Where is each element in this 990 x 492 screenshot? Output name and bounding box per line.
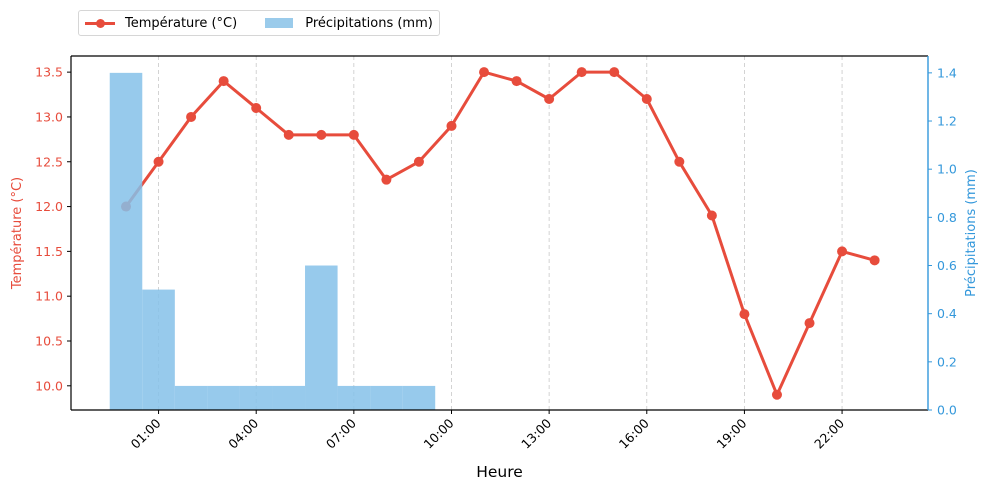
x-tick-label: 19:00 bbox=[713, 415, 749, 451]
temperature-point bbox=[218, 76, 229, 87]
x-tick-label: 04:00 bbox=[225, 415, 261, 451]
x-tick-label: 01:00 bbox=[128, 415, 164, 451]
temperature-point bbox=[316, 129, 327, 140]
line-marker-icon bbox=[85, 17, 115, 29]
legend-label-precipitation: Précipitations (mm) bbox=[305, 15, 433, 31]
y-left-tick-label: 11.0 bbox=[35, 289, 63, 304]
y-right-tick-label: 1.2 bbox=[937, 114, 957, 129]
temperature-point bbox=[413, 156, 424, 167]
y-left-tick-label: 11.5 bbox=[35, 244, 63, 259]
y-right-tick-label: 0.6 bbox=[937, 258, 957, 273]
temperature-point bbox=[706, 210, 717, 221]
x-axis-label: Heure bbox=[476, 463, 523, 481]
precipitation-bar bbox=[142, 289, 175, 410]
y-right-tick-label: 1.4 bbox=[937, 65, 957, 80]
legend-label-temperature: Température (°C) bbox=[125, 15, 238, 31]
temperature-point bbox=[283, 129, 294, 140]
temperature-point bbox=[348, 129, 359, 140]
temperature-point bbox=[544, 94, 555, 105]
axes: 10.0 10.5 11.0 11.5 12.0 12.5 13.0 13.5 0.0 0.2 0.… bbox=[10, 55, 979, 481]
y-right-axis-label: Précipitations (mm) bbox=[964, 169, 979, 297]
y-left-tick-label: 12.5 bbox=[35, 154, 63, 169]
temperature-point bbox=[739, 309, 750, 320]
precipitation-bar bbox=[305, 265, 338, 410]
temperature-point bbox=[641, 94, 652, 105]
temperature-point bbox=[804, 318, 815, 329]
temperature-point bbox=[186, 111, 197, 122]
y-right-tick-label: 0.4 bbox=[937, 306, 957, 321]
y-left-tick-label: 13.0 bbox=[35, 109, 63, 124]
precipitation-bar bbox=[370, 385, 403, 410]
precipitation-bar bbox=[337, 385, 371, 410]
x-tick-label: 22:00 bbox=[811, 415, 847, 451]
y-left-tick-label: 12.0 bbox=[35, 199, 63, 214]
temperature-point bbox=[869, 255, 880, 266]
precipitation-bar bbox=[207, 385, 240, 410]
temperature-polyline bbox=[124, 70, 875, 397]
precipitation-bar bbox=[402, 385, 436, 410]
temperature-point bbox=[381, 174, 392, 185]
x-tick-label: 13:00 bbox=[518, 415, 554, 451]
y-left-tick-label: 10.5 bbox=[35, 333, 63, 348]
temperature-point bbox=[446, 120, 457, 131]
legend-item-temperature: Température (°C) bbox=[85, 16, 237, 31]
y-left-axis-label: Température (°C) bbox=[10, 177, 25, 290]
y-right-tick-label: 0.8 bbox=[937, 210, 957, 225]
precipitation-bars bbox=[109, 72, 436, 410]
temperature-point bbox=[771, 389, 782, 400]
precipitation-bar bbox=[239, 385, 273, 410]
temperature-line bbox=[121, 67, 880, 400]
temperature-point bbox=[511, 76, 522, 87]
x-gridlines bbox=[158, 56, 843, 410]
temperature-point bbox=[479, 67, 490, 78]
x-tick-label: 10:00 bbox=[421, 415, 457, 451]
temperature-point bbox=[609, 67, 620, 78]
precipitation-bar bbox=[109, 72, 143, 410]
temperature-point bbox=[251, 102, 262, 113]
precipitation-bar bbox=[272, 385, 306, 410]
bar-patch-icon bbox=[265, 18, 294, 28]
y-right-tick-label: 1.0 bbox=[937, 162, 957, 177]
y-right-tick-label: 0.2 bbox=[937, 354, 957, 369]
precipitation-bar bbox=[174, 385, 208, 410]
x-tick-label: 07:00 bbox=[323, 415, 359, 451]
temperature-point bbox=[674, 156, 685, 167]
temperature-point bbox=[837, 246, 848, 257]
x-tick-label: 16:00 bbox=[616, 415, 652, 451]
legend-item-precipitation: Précipitations (mm) bbox=[263, 16, 433, 31]
y-left-tick-label: 13.5 bbox=[35, 65, 63, 80]
temperature-point bbox=[576, 67, 587, 78]
y-right-tick-label: 0.0 bbox=[937, 403, 957, 418]
temperature-point bbox=[153, 156, 164, 167]
y-left-tick-label: 10.0 bbox=[35, 378, 63, 393]
chart-legend: Température (°C) Précipitations (mm) bbox=[78, 10, 440, 36]
